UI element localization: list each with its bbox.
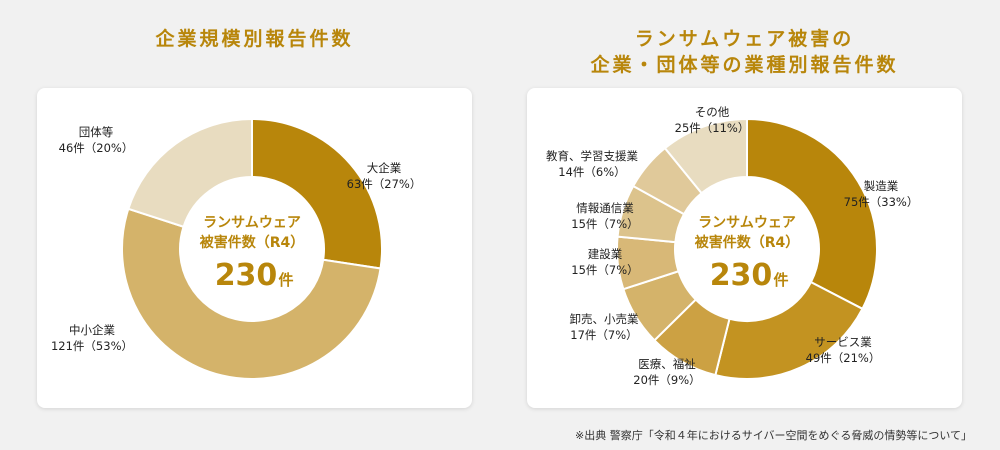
left-chart-title: 企業規模別報告件数 (155, 28, 354, 50)
slice-label-2: サービス業 49件（21%） (806, 335, 881, 365)
industry-chart-card: 製造業 75件（33%） サービス業 49件（21%） 医療、福祉 20件（9%） 卸売、小… (527, 88, 962, 408)
slice-value: 75件（33%） (844, 195, 919, 209)
center-line1: ランサムウェア (203, 215, 301, 231)
slice-label-1: 製造業 75件（33%） (844, 179, 919, 209)
center-line1: ランサムウェア (698, 215, 796, 231)
slice-3 (127, 117, 253, 229)
slice-1 (251, 117, 383, 270)
slice-name: 教育、学習支援業 (546, 149, 638, 163)
slice-name: 団体等 (79, 125, 114, 139)
right-chart-title-line1: ランサムウェア被害の (634, 28, 855, 50)
slice-value: 15件（7%） (571, 217, 638, 231)
slice-name: 情報通信業 (576, 201, 634, 215)
slice-2 (714, 280, 864, 380)
slice-value: 20件（9%） (633, 373, 700, 387)
slice-name: 製造業 (864, 179, 899, 193)
slice-label-2: 中小企業 121件（53%） (51, 323, 133, 353)
source-note: ※出典 警察庁「令和４年におけるサイバー空間をめぐる脅威の情勢等について」 (575, 429, 972, 442)
slice-name: 中小企業 (69, 323, 115, 337)
slice-label-5: 建設業 15件（7%） (571, 247, 638, 277)
slice-value: 14件（6%） (558, 165, 625, 179)
slice-2 (121, 207, 382, 380)
slice-name: サービス業 (814, 335, 872, 349)
slice-label-4: 卸売、小売業 17件（7%） (570, 312, 639, 342)
slice-1 (746, 117, 878, 311)
slice-label-3: 医療、福祉 20件（9%） (633, 357, 700, 387)
right-chart-title: ランサムウェア被害の 企業・団体等の業種別報告件数 (527, 26, 962, 78)
company-size-donut-chart: 大企業 63件（27%） 中小企業 121件（53%） 団体等 46件（20%） ランサムウ… (51, 117, 422, 380)
center-unit: 件 (278, 271, 293, 289)
center-total: 230 (215, 258, 278, 293)
right-chart-title-line2: 企業・団体等の業種別報告件数 (590, 54, 899, 76)
slice-value: 15件（7%） (571, 263, 638, 277)
slice-8 (663, 117, 748, 195)
slice-name: 建設業 (588, 247, 623, 261)
slice-label-8: その他 25件（11%） (675, 105, 750, 135)
slice-value: 49件（21%） (806, 351, 881, 365)
center-total: 230 (710, 258, 773, 293)
slice-name: 卸売、小売業 (570, 312, 639, 326)
center-unit: 件 (773, 271, 788, 289)
slice-value: 17件（7%） (570, 328, 637, 342)
company-size-chart-card: 大企業 63件（27%） 中小企業 121件（53%） 団体等 46件（20%） ランサムウ… (37, 88, 472, 408)
slice-label-6: 情報通信業 15件（7%） (571, 201, 638, 231)
slice-name: その他 (695, 105, 730, 119)
slice-label-7: 教育、学習支援業 14件（6%） (546, 149, 638, 179)
industry-donut-chart: 製造業 75件（33%） サービス業 49件（21%） 医療、福祉 20件（9%） 卸売、小… (546, 105, 919, 387)
center-line2: 被害件数（R4） (695, 234, 800, 251)
slice-name: 医療、福祉 (638, 357, 696, 371)
slice-name: 大企業 (367, 161, 402, 175)
slice-value: 63件（27%） (347, 177, 422, 191)
center-line2: 被害件数（R4） (200, 234, 305, 251)
slice-value: 25件（11%） (675, 121, 750, 135)
slice-value: 46件（20%） (59, 141, 134, 155)
slice-value: 121件（53%） (51, 339, 133, 353)
slice-label-1: 大企業 63件（27%） (347, 161, 422, 191)
slice-label-3: 団体等 46件（20%） (59, 125, 134, 155)
